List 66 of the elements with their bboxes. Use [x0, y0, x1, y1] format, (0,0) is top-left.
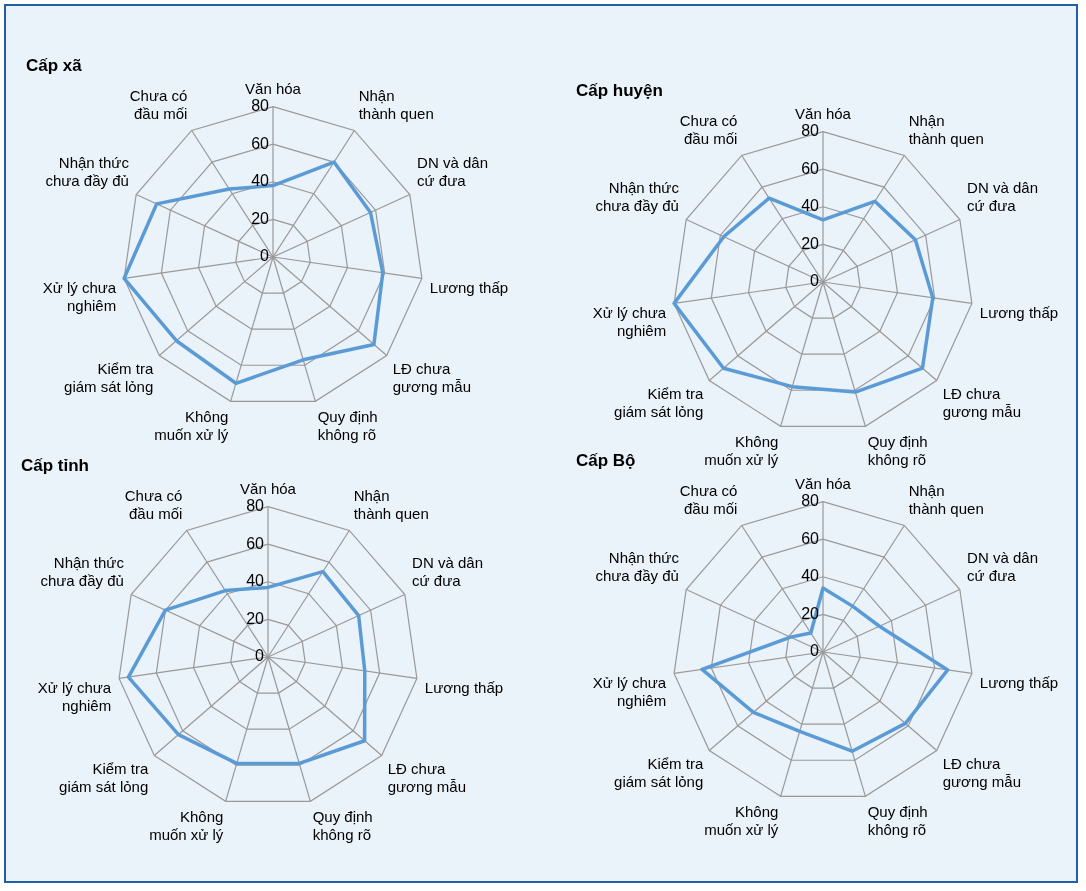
spoke-label: Lương thấp	[979, 673, 1059, 691]
y-tick-label: 60	[801, 529, 820, 547]
spoke-label: Không muốn xử lý	[704, 803, 779, 839]
spoke-label: Lương thấp	[979, 303, 1059, 321]
spoke-label: Xử lý chưa nghiêm	[592, 303, 667, 339]
spoke-label: Nhận thức chưa đầy đủ	[595, 549, 680, 585]
spoke-label: Không muốn xử lý	[154, 408, 229, 444]
spoke-label: Không muốn xử lý	[149, 808, 224, 844]
spoke-label: Kiểm tra giám sát lỏng	[614, 384, 704, 420]
spoke-label: DN và dân cứ đưa	[417, 154, 488, 190]
y-tick-label: 60	[801, 159, 820, 177]
spoke-label: DN và dân cứ đưa	[967, 549, 1038, 585]
y-tick-label: 60	[246, 534, 265, 552]
spoke-label: Văn hóa	[245, 79, 302, 97]
spoke-label: Lương thấp	[429, 278, 509, 296]
chart-title: Cấp xã	[26, 55, 83, 75]
y-tick-label: 20	[801, 234, 820, 252]
spoke-label: Nhận thức chưa đầy đủ	[45, 154, 130, 190]
y-tick-label: 80	[246, 496, 265, 514]
y-tick-label: 80	[801, 491, 820, 509]
spoke-label: Chưa có đầu mối	[679, 481, 738, 517]
spoke-label: Quy định không rõ	[867, 803, 928, 839]
spoke-label: Kiểm tra giám sát lỏng	[59, 759, 149, 795]
y-tick-label: 40	[246, 572, 265, 590]
y-tick-label: 0	[810, 272, 820, 290]
spoke-label: Kiểm tra giám sát lỏng	[614, 754, 704, 790]
spoke-label: DN và dân cứ đưa	[412, 554, 483, 590]
spoke-label: DN và dân cứ đưa	[967, 179, 1038, 215]
y-tick-label: 0	[810, 642, 820, 660]
spoke-label: Nhận thức chưa đầy đủ	[595, 179, 680, 215]
spoke-label: Xử lý chưa nghiêm	[42, 278, 117, 314]
spoke-label: Quy định không rõ	[317, 408, 378, 444]
y-tick-label: 80	[251, 96, 270, 114]
y-tick-label: 20	[246, 609, 265, 627]
spoke-label: LĐ chưa gương mẫu	[392, 359, 471, 395]
y-tick-label: 40	[801, 197, 820, 215]
spoke-label: Nhận thành quen	[908, 111, 984, 147]
y-tick-label: 60	[251, 134, 270, 152]
spoke-label: Xử lý chưa nghiêm	[37, 678, 112, 714]
spoke-label: Quy định không rõ	[312, 808, 373, 844]
spoke-label: Văn hóa	[240, 479, 297, 497]
spoke-label: Kiểm tra giám sát lỏng	[64, 359, 154, 395]
spoke-label: LĐ chưa gương mẫu	[387, 759, 466, 795]
spoke-label: Chưa có đầu mối	[129, 86, 188, 122]
y-tick-label: 40	[801, 567, 820, 585]
spoke-label: Không muốn xử lý	[704, 433, 779, 469]
spoke-label: Chưa có đầu mối	[679, 111, 738, 147]
spoke-label: Lương thấp	[424, 678, 504, 696]
chart-title: Cấp huyện	[576, 80, 663, 100]
chart-title: Cấp tỉnh	[21, 455, 89, 475]
spoke-label: LĐ chưa gương mẫu	[942, 384, 1021, 420]
spoke-label: Văn hóa	[795, 474, 852, 492]
y-tick-label: 0	[255, 647, 265, 665]
spoke-label: Quy định không rõ	[867, 433, 928, 469]
spoke-label: Nhận thành quen	[353, 486, 429, 522]
y-tick-label: 20	[251, 209, 270, 227]
y-tick-label: 80	[801, 121, 820, 139]
spoke-label: Nhận thức chưa đầy đủ	[40, 554, 125, 590]
y-tick-label: 0	[260, 247, 270, 265]
spoke-label: Nhận thành quen	[358, 86, 434, 122]
spoke-label: Xử lý chưa nghiêm	[592, 673, 667, 709]
spoke-label: Chưa có đầu mối	[124, 486, 183, 522]
spoke-label: Văn hóa	[795, 104, 852, 122]
spoke-label: LĐ chưa gương mẫu	[942, 754, 1021, 790]
spoke-label: Nhận thành quen	[908, 481, 984, 517]
chart-title: Cấp Bộ	[576, 450, 636, 470]
